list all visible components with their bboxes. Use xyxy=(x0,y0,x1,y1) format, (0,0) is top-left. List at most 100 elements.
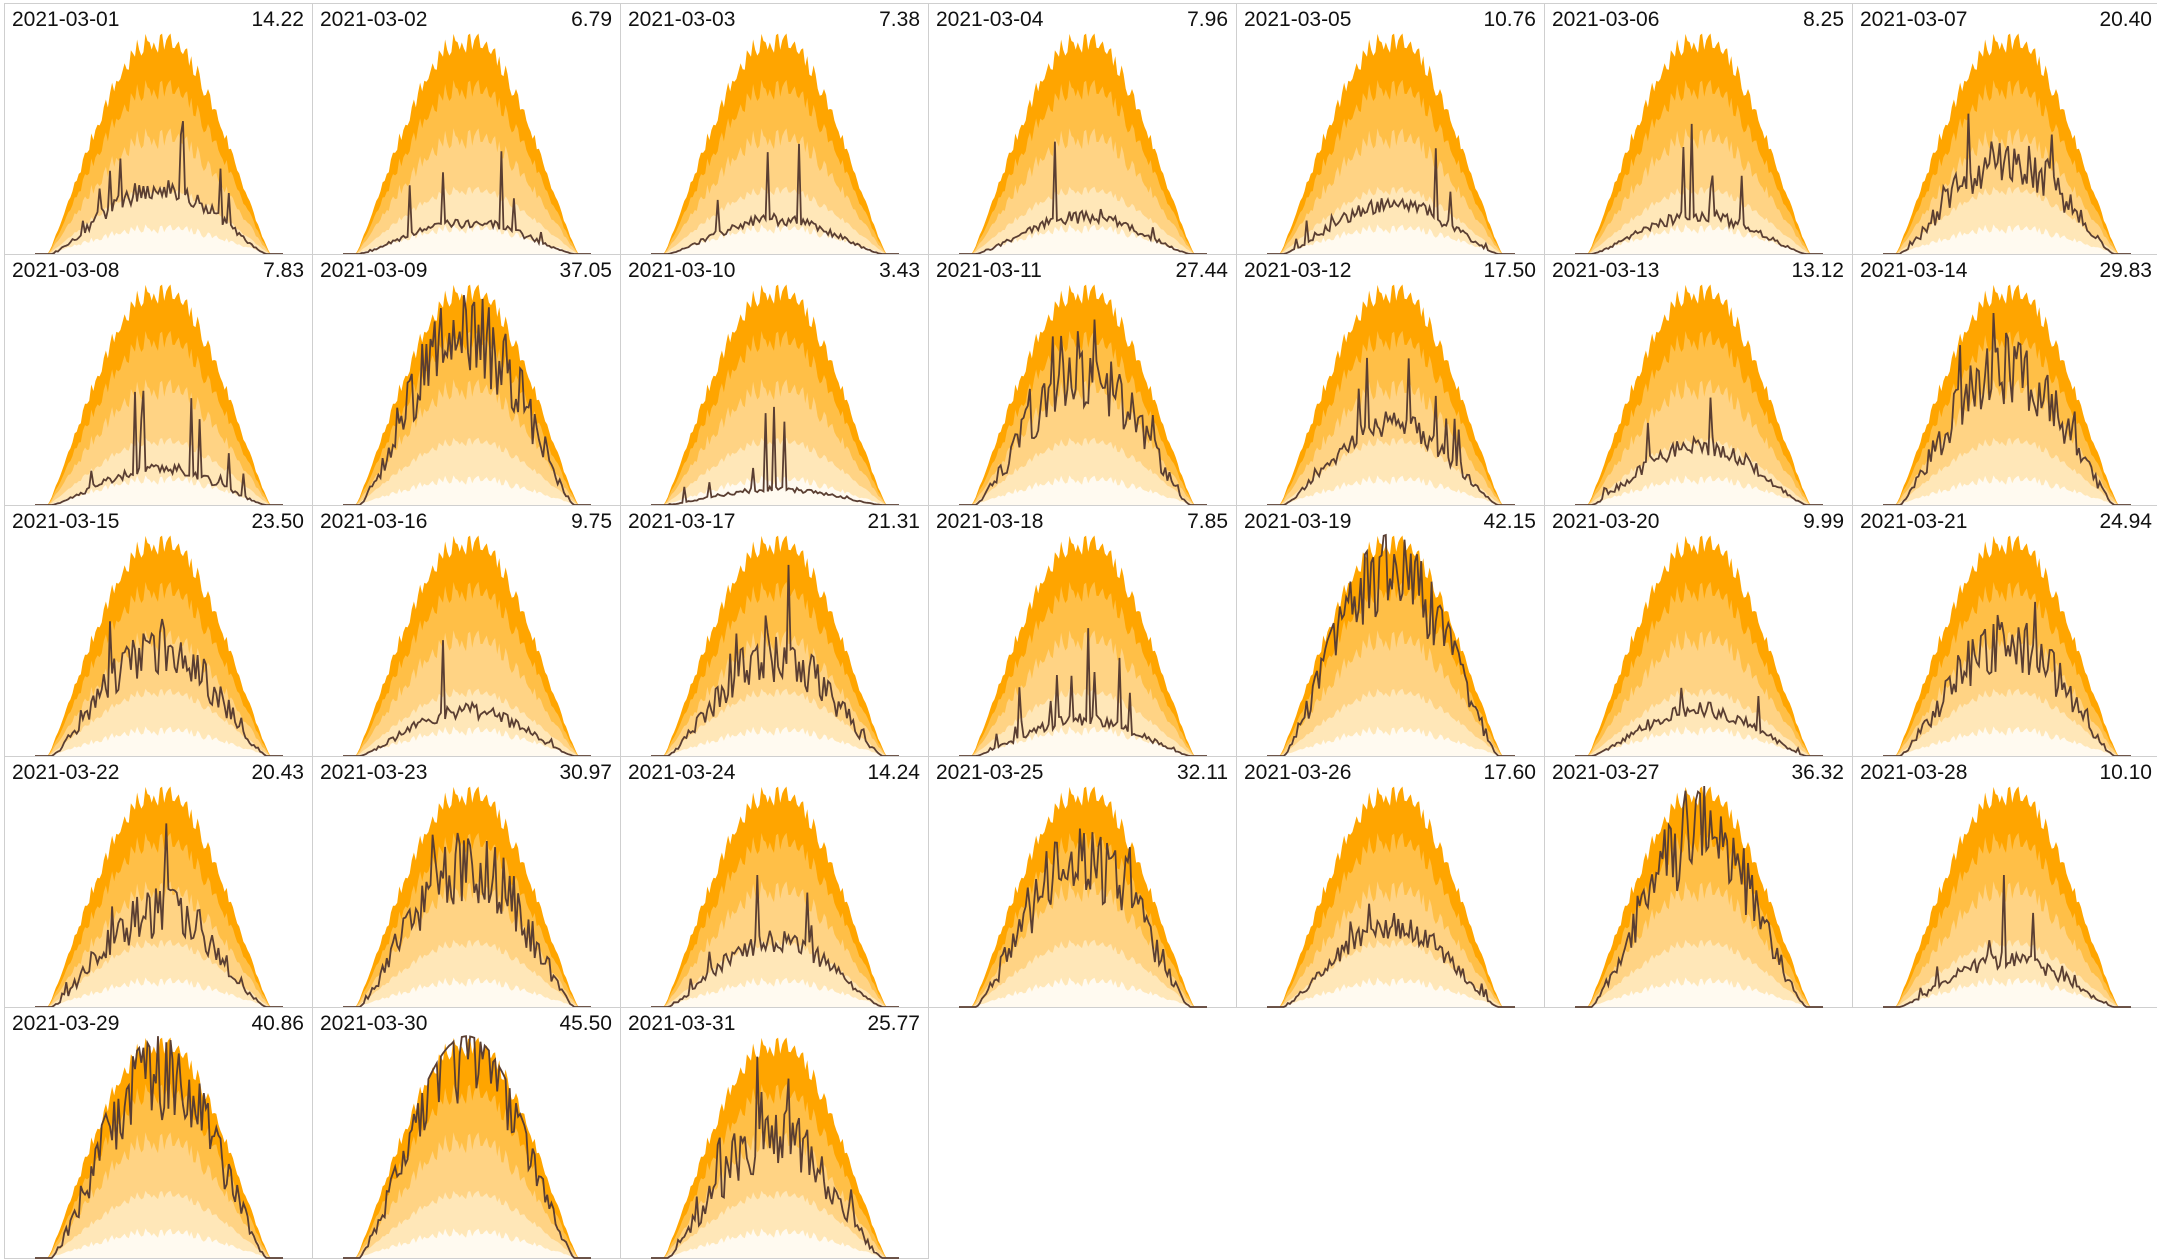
production-line xyxy=(1883,874,2131,1008)
panel-2021-03-22: 2021-03-22 20.43 xyxy=(4,756,313,1008)
production-line xyxy=(1267,533,1515,757)
band-1 xyxy=(1267,224,1515,254)
panel-plot xyxy=(35,535,283,757)
band-1 xyxy=(959,726,1207,756)
band-1 xyxy=(651,224,899,254)
panel-date: 2021-03-13 xyxy=(1552,259,1660,282)
production-line xyxy=(35,823,283,1008)
panel-2021-03-19: 2021-03-19 42.15 xyxy=(1236,505,1545,757)
panel-2021-03-26: 2021-03-26 17.60 xyxy=(1236,756,1545,1008)
panel-date: 2021-03-20 xyxy=(1552,510,1660,533)
panel-date: 2021-03-03 xyxy=(628,8,736,31)
panel-total: 3.43 xyxy=(879,259,920,282)
panel-2021-03-31: 2021-03-31 25.77 xyxy=(620,1007,929,1259)
panel-total: 45.50 xyxy=(559,1012,612,1035)
panel-2021-03-18: 2021-03-18 7.85 xyxy=(928,505,1237,757)
panel-total: 25.77 xyxy=(867,1012,920,1035)
panel-date: 2021-03-02 xyxy=(320,8,428,31)
panel-total: 6.79 xyxy=(571,8,612,31)
band-1 xyxy=(651,1228,899,1258)
band-1 xyxy=(35,726,283,756)
panel-plot xyxy=(1883,535,2131,757)
band-1 xyxy=(959,977,1207,1007)
panel-2021-03-13: 2021-03-13 13.12 xyxy=(1544,254,1853,506)
panel-date: 2021-03-23 xyxy=(320,761,428,784)
band-1 xyxy=(35,977,283,1007)
production-line xyxy=(959,141,1207,255)
panel-date: 2021-03-25 xyxy=(936,761,1044,784)
production-line xyxy=(343,832,591,1008)
panel-date: 2021-03-24 xyxy=(628,761,736,784)
band-2 xyxy=(651,688,899,756)
band-1 xyxy=(1883,726,2131,756)
band-2 xyxy=(35,688,283,756)
panel-date: 2021-03-08 xyxy=(12,259,120,282)
panel-plot xyxy=(1267,33,1515,255)
panel-2021-03-01: 2021-03-01 14.22 xyxy=(4,3,313,255)
panel-2021-03-15: 2021-03-15 23.50 xyxy=(4,505,313,757)
production-line xyxy=(1267,357,1515,506)
band-1 xyxy=(35,224,283,254)
panel-date: 2021-03-14 xyxy=(1860,259,1968,282)
panel-date: 2021-03-31 xyxy=(628,1012,736,1035)
panel-plot xyxy=(343,535,591,757)
band-2 xyxy=(35,1190,283,1258)
panel-date: 2021-03-19 xyxy=(1244,510,1352,533)
panel-plot xyxy=(343,284,591,506)
production-line xyxy=(651,143,899,255)
panel-date: 2021-03-29 xyxy=(12,1012,120,1035)
production-line xyxy=(35,1036,283,1259)
production-line xyxy=(1883,312,2131,506)
panel-date: 2021-03-09 xyxy=(320,259,428,282)
panel-total: 13.12 xyxy=(1791,259,1844,282)
production-line xyxy=(1575,397,1823,506)
band-1 xyxy=(1267,475,1515,505)
panel-date: 2021-03-26 xyxy=(1244,761,1352,784)
panel-date: 2021-03-15 xyxy=(12,510,120,533)
band-1 xyxy=(959,475,1207,505)
band-2 xyxy=(959,186,1207,254)
panel-2021-03-09: 2021-03-09 37.05 xyxy=(312,254,621,506)
panel-date: 2021-03-30 xyxy=(320,1012,428,1035)
panel-plot xyxy=(343,1035,591,1259)
panel-total: 32.11 xyxy=(1177,761,1228,784)
panel-2021-03-05: 2021-03-05 10.76 xyxy=(1236,3,1545,255)
band-2 xyxy=(1267,186,1515,254)
panel-2021-03-16: 2021-03-16 9.75 xyxy=(312,505,621,757)
band-1 xyxy=(343,977,591,1007)
band-1 xyxy=(1575,977,1823,1007)
panel-plot xyxy=(1267,533,1515,757)
band-1 xyxy=(1267,977,1515,1007)
panel-2021-03-11: 2021-03-11 27.44 xyxy=(928,254,1237,506)
production-line xyxy=(1575,123,1823,255)
production-line xyxy=(651,1056,899,1259)
panel-plot xyxy=(959,786,1207,1008)
production-line xyxy=(959,319,1207,506)
production-line xyxy=(343,151,591,255)
panel-2021-03-04: 2021-03-04 7.96 xyxy=(928,3,1237,255)
panel-plot xyxy=(35,33,283,255)
band-1 xyxy=(1883,475,2131,505)
band-1 xyxy=(1267,726,1515,756)
band-2 xyxy=(1883,437,2131,505)
band-2 xyxy=(1267,688,1515,756)
panel-2021-03-28: 2021-03-28 10.10 xyxy=(1852,756,2157,1008)
panel-plot xyxy=(35,284,283,506)
production-line xyxy=(1575,785,1823,1008)
band-1 xyxy=(35,1228,283,1258)
panel-date: 2021-03-04 xyxy=(936,8,1044,31)
panel-plot xyxy=(1575,284,1823,506)
production-line xyxy=(35,390,283,506)
panel-2021-03-27: 2021-03-27 36.32 xyxy=(1544,756,1853,1008)
production-line xyxy=(1267,903,1515,1008)
panel-plot xyxy=(1267,284,1515,506)
production-line xyxy=(1883,113,2131,255)
band-1 xyxy=(1883,977,2131,1007)
band-2 xyxy=(1267,939,1515,1007)
panel-2021-03-20: 2021-03-20 9.99 xyxy=(1544,505,1853,757)
panel-2021-03-24: 2021-03-24 14.24 xyxy=(620,756,929,1008)
panel-total: 10.76 xyxy=(1483,8,1536,31)
panel-plot xyxy=(651,284,899,506)
production-line xyxy=(1267,148,1515,255)
panel-plot xyxy=(1267,786,1515,1008)
